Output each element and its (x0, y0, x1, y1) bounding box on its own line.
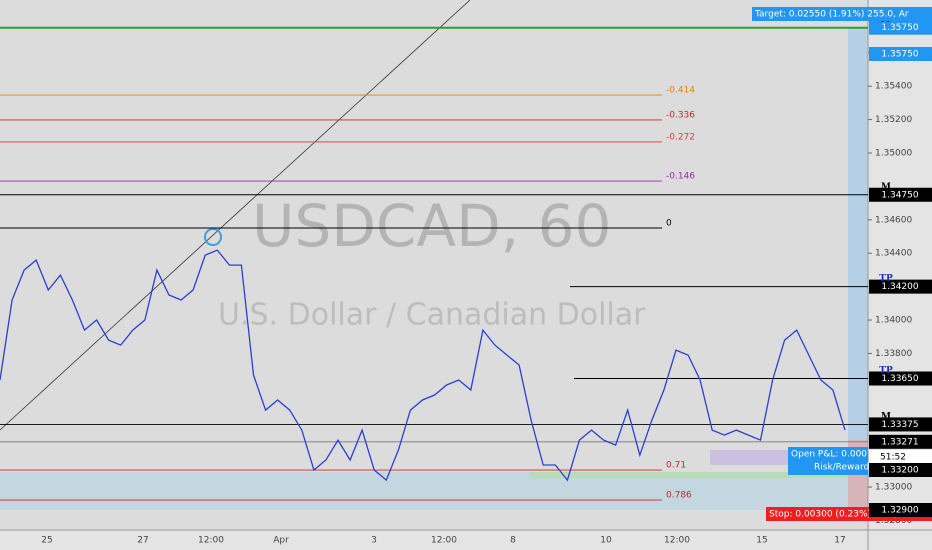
level-tag: M (881, 412, 891, 422)
zone (0, 472, 848, 510)
y-tick-label: 1.35200 (875, 115, 912, 125)
watermark: USDCAD, 60 (252, 192, 611, 260)
price-tag (869, 371, 932, 386)
x-tick-label: 15 (756, 536, 767, 546)
price-tag (869, 434, 932, 449)
marker (204, 228, 222, 246)
x-tick-label: 27 (137, 536, 148, 546)
x-tick-label: 25 (41, 536, 52, 546)
fib-label: 0.786 (666, 491, 692, 501)
target-label: Target: 0.02550 (1.91%) 255.0, Ar (754, 10, 909, 20)
price-tag-label: 1.33375 (881, 420, 918, 430)
x-tick-label: 12:00 (664, 536, 690, 546)
zone (530, 472, 848, 478)
y-tick-label: 1.34600 (875, 215, 912, 225)
level-tag: TP (879, 366, 893, 376)
price-tag (869, 417, 932, 432)
price-tag (869, 20, 932, 35)
price-tag-label: 1.33271 (881, 437, 918, 447)
price-tag-label: 1.34750 (881, 190, 918, 200)
fib-label: -0.414 (666, 86, 695, 96)
watermark-sub: U.S. Dollar / Canadian Dollar (218, 298, 646, 333)
price-tag (869, 503, 932, 517)
price-tag (869, 463, 932, 477)
price-tag-label: 1.32900 (881, 506, 918, 516)
level-tag: M (881, 182, 891, 192)
x-axis (0, 530, 932, 550)
fib-label: 0 (666, 219, 672, 229)
pnl-label: Open P&L: 0.00071, Qty: (791, 450, 903, 460)
countdown: 51:52 (880, 453, 906, 463)
target-zone (848, 28, 868, 440)
price-tag (869, 187, 932, 202)
fib-label: 0.71 (666, 461, 686, 471)
level-tag: TP (879, 274, 893, 284)
x-tick-label: 3 (371, 536, 377, 546)
fib-label: -0.146 (666, 172, 695, 182)
x-tick-label: 12:00 (198, 536, 224, 546)
price-tag-label: 1.33200 (881, 466, 918, 476)
price-tag (869, 47, 932, 61)
rr-label: Risk/Reward Ratio: (814, 463, 898, 473)
x-tick-label: Apr (273, 536, 289, 546)
pnl-box (788, 447, 868, 475)
price-tag (869, 279, 932, 294)
x-tick-label: 12:00 (431, 536, 457, 546)
y-tick-label: 1.34000 (875, 316, 912, 326)
fib-label: -0.336 (666, 110, 695, 120)
y-tick-label: 1.33800 (875, 349, 912, 359)
target-box (752, 7, 932, 21)
price-tag-label: 1.35750 (881, 50, 918, 60)
fib-label: -0.272 (666, 132, 695, 142)
x-tick-label: 17 (834, 536, 845, 546)
price-line (0, 249, 846, 482)
y-tick-label: 1.35000 (875, 149, 912, 159)
y-tick-label: 1.33000 (875, 483, 912, 493)
trend-line (0, 0, 471, 431)
x-tick-label: 8 (510, 536, 516, 546)
y-tick-label: 1.34400 (875, 249, 912, 259)
countdown-box (869, 450, 932, 464)
zone (710, 450, 790, 465)
price-tag-label: 1.33650 (881, 374, 918, 384)
price-tag-label: 1.34200 (881, 282, 918, 292)
y-tick-label: 1.35400 (875, 82, 912, 92)
x-tick-label: 10 (600, 536, 612, 546)
stop-label: Stop: 0.00300 (0.23%) 30.0, Ar (769, 510, 910, 520)
price-tag-label: 1.35750 (881, 23, 918, 33)
